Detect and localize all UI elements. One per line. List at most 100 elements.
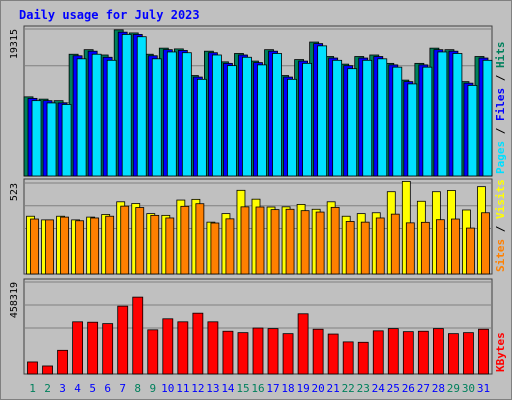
visits-bar-sites (300, 210, 310, 275)
hits-bar-pages (106, 59, 117, 177)
kbytes-bar-kbytes (192, 312, 204, 375)
kbytes-bar-kbytes (162, 318, 174, 375)
visits-bar-sites (270, 209, 280, 275)
visits-bar-sites (451, 218, 460, 275)
visits-bar-sites (375, 217, 385, 275)
day-label: 18 (281, 382, 294, 395)
kbytes-bar-kbytes (402, 331, 414, 375)
visits-bar-sites (315, 211, 325, 275)
day-label: 20 (312, 382, 325, 395)
kbytes-bar-kbytes (237, 332, 249, 375)
kbytes-y-max-label: 458319 (9, 282, 20, 318)
day-label: 2 (44, 382, 51, 395)
visits-legend: Sites / Visits (494, 179, 507, 272)
hits-bar-pages (76, 58, 87, 177)
visits-legend-separator: / (494, 219, 507, 239)
day-label: 3 (59, 382, 66, 395)
hits-legend-pages: Pages (494, 141, 507, 174)
day-label: 25 (387, 382, 400, 395)
visits-bar-sites (90, 217, 100, 275)
kbytes-legend-kbytes: KBytes (494, 332, 507, 372)
day-label: 26 (402, 382, 415, 395)
hits-bar-pages (196, 78, 207, 177)
hits-bar-pages (136, 36, 147, 177)
kbytes-legend: KBytes (494, 332, 507, 372)
hits-bar-pages (362, 59, 373, 177)
hits-bar-pages (242, 56, 252, 177)
kbytes-bar-kbytes (312, 328, 324, 375)
hits-bar-pages (317, 45, 328, 177)
kbytes-bar-kbytes (87, 321, 99, 375)
hits-legend-separator: / (494, 121, 507, 141)
kbytes-bar-kbytes (102, 323, 114, 375)
visits-bar-sites (240, 206, 250, 275)
day-label: 29 (447, 382, 460, 395)
visits-bar-sites (360, 221, 370, 275)
hits-bar-pages (287, 78, 297, 177)
hits-bar-pages (377, 58, 388, 177)
day-label: 4 (74, 382, 81, 395)
kbytes-bar-kbytes (327, 333, 339, 375)
hits-bar-pages (166, 51, 177, 177)
day-label: 13 (206, 382, 219, 395)
kbytes-bar-kbytes (387, 328, 399, 375)
day-label: 11 (176, 382, 189, 395)
day-axis-labels: 1 2 3 4 5 6 7 8 9 10 11 12 13 14 15 16 17 18 19 20 21 22 23 24 2… (29, 382, 490, 395)
kbytes-bar-kbytes (417, 330, 429, 375)
visits-bar-sites (225, 218, 235, 275)
hits-bar-pages (347, 68, 358, 177)
visits-bar-sites (405, 222, 415, 275)
kbytes-bar-kbytes (463, 332, 474, 375)
hits-bar-pages (407, 83, 418, 177)
day-label: 27 (417, 382, 430, 395)
hits-bar-pages (392, 66, 403, 177)
hits-bar-pages (46, 102, 57, 177)
visits-bar-sites (60, 216, 69, 275)
visits-bar-sites (105, 215, 115, 275)
kbytes-bar-kbytes (252, 327, 264, 375)
kbytes-bar-kbytes (372, 330, 384, 375)
kbytes-bar-kbytes (267, 328, 279, 375)
kbytes-bar-kbytes (357, 341, 369, 375)
hits-files-pages-panel: 19315 Pages / Files / Hits (9, 25, 507, 177)
day-label: 30 (462, 382, 475, 395)
kbytes-bar-kbytes (117, 305, 129, 375)
day-label: 14 (221, 382, 235, 395)
visits-legend-visits: Visits (494, 179, 507, 219)
visits-bar-sites (481, 212, 490, 275)
day-label: 15 (236, 382, 249, 395)
day-label: 17 (266, 382, 279, 395)
kbytes-bar-kbytes (297, 313, 309, 375)
hits-bar-pages (181, 52, 192, 177)
kbytes-bar-kbytes (147, 329, 159, 375)
hits-bar-pages (91, 53, 102, 177)
visits-bar-sites (210, 222, 220, 275)
kbytes-bar-kbytes (27, 361, 38, 375)
visits-bar-sites (75, 220, 85, 275)
kbytes-bar-kbytes (342, 341, 354, 375)
day-label: 6 (104, 382, 111, 395)
visits-bar-sites (420, 221, 430, 275)
hits-y-max-label: 19315 (9, 29, 20, 59)
visits-bar-sites (345, 221, 355, 275)
hits-legend-hits: Hits (494, 42, 507, 69)
day-label: 22 (342, 382, 355, 395)
day-label: 21 (327, 382, 340, 395)
hits-legend-separator: / (494, 68, 507, 88)
visits-bar-sites (45, 219, 54, 275)
hits-bar-pages (422, 66, 433, 177)
day-label: 9 (149, 382, 156, 395)
visits-bar-sites (150, 214, 160, 275)
day-label: 12 (191, 382, 204, 395)
hits-bar-pages (227, 65, 237, 177)
hits-bar-pages (61, 104, 72, 177)
hits-legend-files: Files (494, 88, 507, 121)
kbytes-bar-kbytes (132, 296, 144, 375)
kbytes-panel: 458319 KBytes (9, 278, 507, 375)
hits-bar-pages (31, 100, 42, 177)
hits-bar-pages (452, 53, 463, 177)
day-label: 8 (134, 382, 141, 395)
kbytes-bar-kbytes (57, 349, 68, 375)
